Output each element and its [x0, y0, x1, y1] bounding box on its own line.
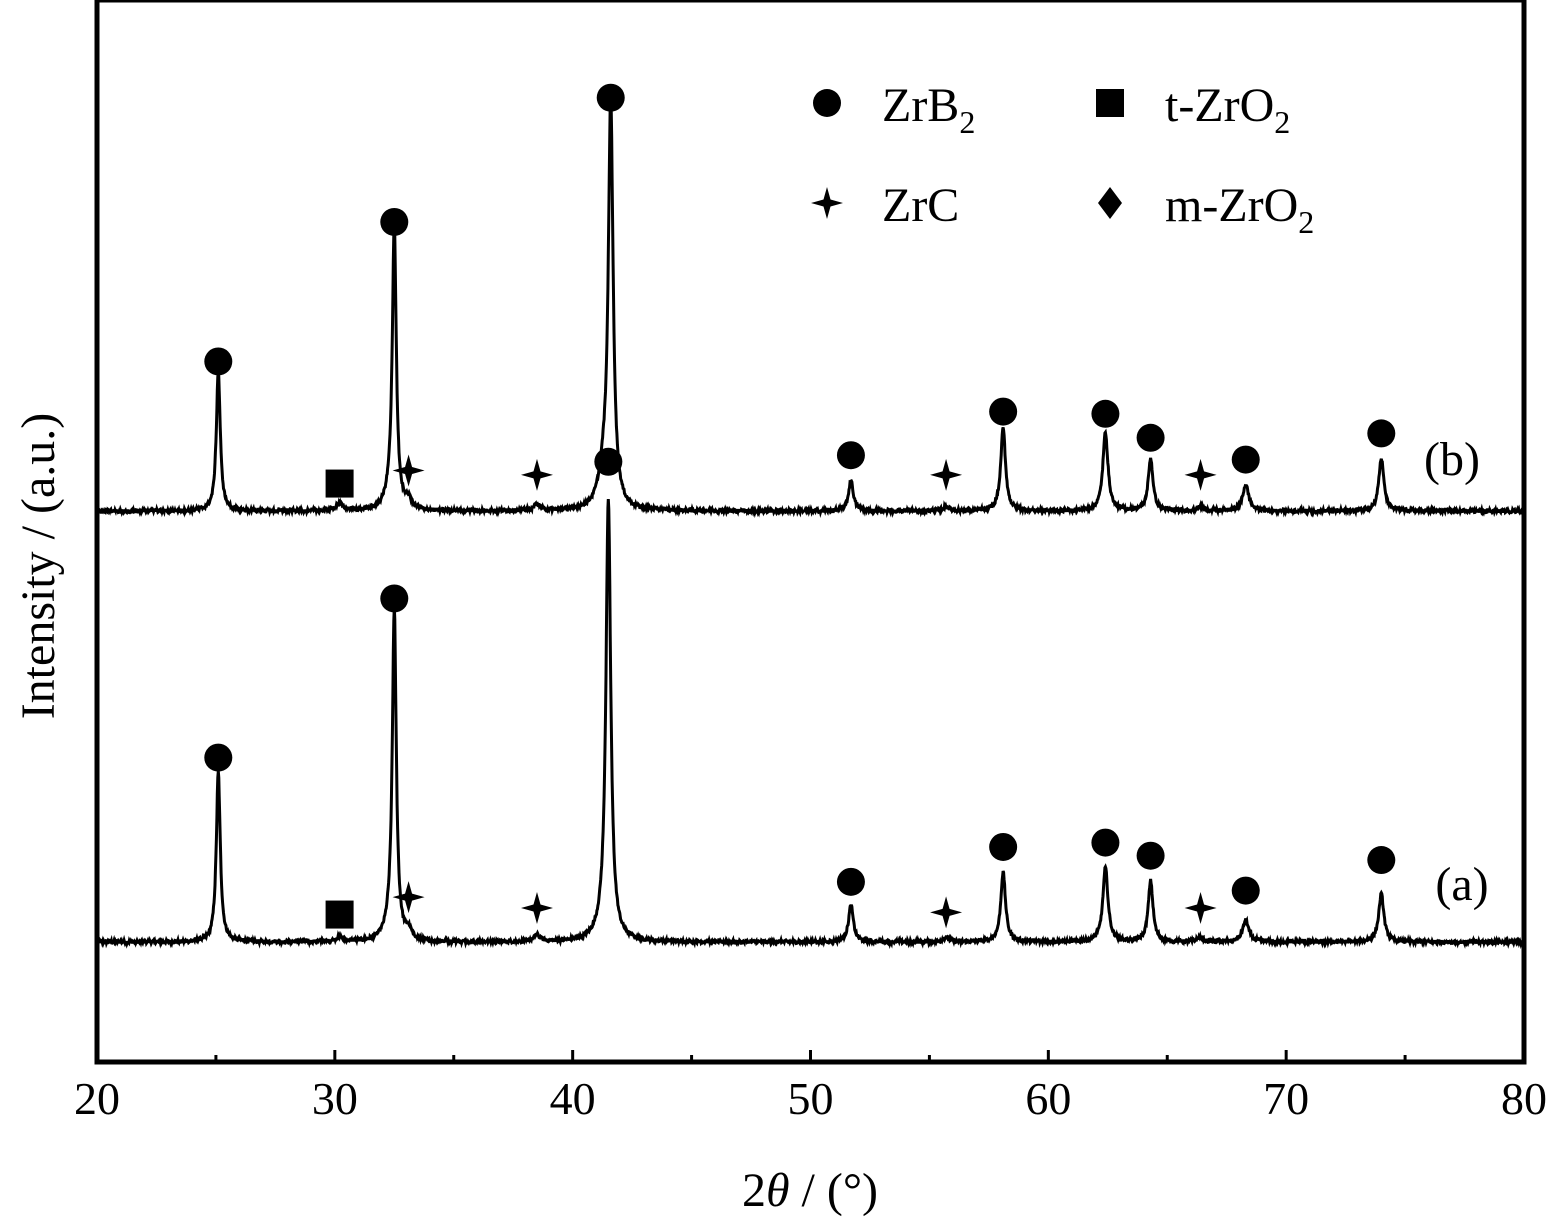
circle-marker [1231, 445, 1260, 474]
legend-entry-label: ZrC [882, 179, 959, 232]
x-axis-title: 2θ / (°) [742, 1164, 878, 1217]
legend-star-icon [811, 187, 843, 219]
star-marker [392, 454, 425, 487]
x-axis-title-symbol: θ [766, 1164, 790, 1217]
x-tick-label: 70 [1263, 1073, 1309, 1124]
circle-marker [594, 447, 623, 476]
curve-label-a: (a) [1435, 858, 1488, 911]
legend-entry-text: ZrB [882, 79, 959, 132]
square-marker [325, 469, 354, 498]
x-axis: 20 30 40 50 60 70 80 [74, 1050, 1547, 1124]
legend-entry-label: ZrB2 [882, 79, 975, 140]
star-marker [930, 896, 963, 929]
legend-entry-text: t-ZrO [1165, 79, 1274, 132]
circle-marker [836, 441, 865, 470]
curve-labels: (a) (b) [1424, 433, 1489, 911]
legend-entry-text: ZrC [882, 179, 959, 232]
star-marker [1184, 892, 1217, 925]
curve-b [96, 96, 1526, 519]
square-marker [325, 900, 354, 929]
circle-marker [1136, 841, 1165, 870]
legend-square-icon [1096, 89, 1124, 117]
plot-frame [94, 0, 1527, 1065]
curve-label-b: (b) [1424, 433, 1480, 486]
x-tick-label: 30 [312, 1073, 358, 1124]
plot-area: (a) (b) [94, 0, 1527, 1065]
legend-entry-subscript: 2 [1298, 204, 1314, 240]
x-tick-label: 80 [1501, 1073, 1547, 1124]
legend-diamond-icon [1098, 187, 1122, 219]
x-tick-label: 40 [550, 1073, 596, 1124]
circle-marker [1136, 423, 1165, 452]
circle-marker [1367, 419, 1396, 448]
circle-marker [204, 743, 233, 772]
circle-marker [380, 207, 409, 236]
phase-markers [204, 83, 1396, 929]
curve-a [95, 499, 1526, 950]
x-tick-label: 20 [74, 1073, 120, 1124]
circle-marker [989, 832, 1018, 861]
legend-entry-subscript: 2 [959, 104, 975, 140]
circle-marker [1091, 399, 1120, 428]
diffraction-curves [95, 96, 1526, 950]
legend-circle-icon [813, 89, 841, 117]
circle-marker [1231, 876, 1260, 905]
circle-marker [989, 397, 1018, 426]
legend-entry-subscript: 2 [1274, 104, 1290, 140]
legend-entry-label: t-ZrO2 [1165, 79, 1290, 140]
star-marker [520, 458, 553, 491]
circle-marker [596, 83, 625, 112]
circle-marker [204, 347, 233, 376]
star-marker [1184, 458, 1217, 491]
star-marker [930, 458, 963, 491]
x-axis-title-prefix: 2 [742, 1164, 766, 1217]
x-axis-title-suffix: / (°) [790, 1164, 879, 1217]
circle-marker [380, 584, 409, 613]
star-marker [520, 892, 553, 925]
y-axis-title: Intensity / (a.u.) [12, 413, 65, 720]
legend-entry-text: m-ZrO [1165, 179, 1298, 232]
x-tick-label: 50 [788, 1073, 834, 1124]
circle-marker [836, 867, 865, 896]
circle-marker [1091, 828, 1120, 857]
circle-marker [1367, 846, 1396, 875]
x-tick-label: 60 [1025, 1073, 1071, 1124]
legend-entry-label: m-ZrO2 [1165, 179, 1314, 240]
star-marker [392, 881, 425, 914]
